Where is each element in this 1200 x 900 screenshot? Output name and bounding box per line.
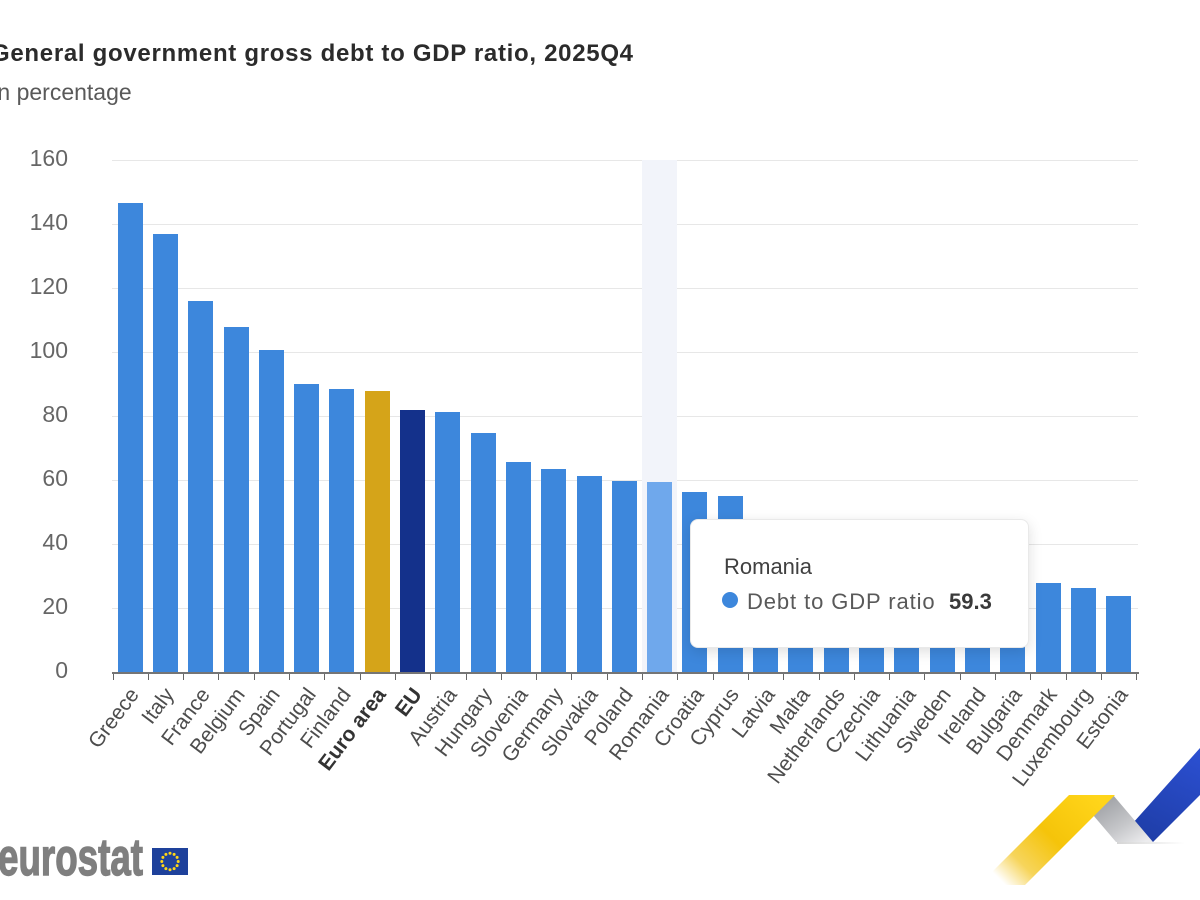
svg-text:eurostat: eurostat (0, 838, 143, 887)
